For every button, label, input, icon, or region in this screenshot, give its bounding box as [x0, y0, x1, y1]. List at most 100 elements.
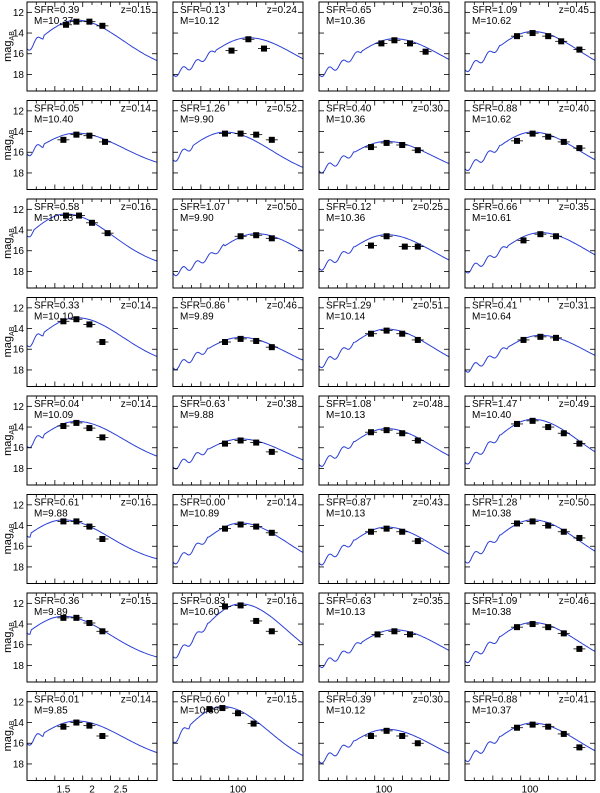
photometry-point	[514, 137, 520, 144]
photometry-point	[86, 321, 93, 328]
photometry-point	[529, 621, 536, 628]
sed-model-curve	[465, 31, 595, 73]
sed-model-curve	[319, 526, 449, 566]
photometry-point	[60, 614, 67, 621]
photometry-point	[99, 733, 106, 739]
mass-label: M=10.37	[472, 706, 512, 717]
photometry-point	[576, 645, 583, 652]
photometry-point	[104, 230, 111, 237]
y-tick-label: 14	[13, 324, 25, 335]
photometry-point	[253, 617, 260, 624]
photometry-point	[253, 439, 260, 446]
redshift-label: z=0.50	[559, 498, 590, 509]
sed-panel: SFR=0.00 z=0.14 M=10.89	[172, 494, 304, 584]
sfr-label: SFR=0.12	[326, 202, 372, 213]
y-axis-label: magAB	[2, 31, 16, 62]
sfr-label: SFR=1.28	[472, 498, 518, 509]
y-tick-label: 12	[13, 205, 25, 216]
photometry-point	[514, 724, 520, 731]
photometry-point	[222, 525, 228, 532]
photometry-point	[560, 138, 567, 145]
mass-label: M=10.36	[326, 115, 366, 126]
mass-label: M=9.90	[180, 115, 214, 126]
photometry-point	[383, 327, 390, 334]
sed-panel: 12 14 16 18 SFR=0.05 z=0.14 M=10.40 magAB	[2, 100, 158, 190]
sed-model-curve	[465, 334, 595, 373]
sfr-label: SFR=0.63	[326, 596, 372, 607]
photometry-point	[520, 237, 527, 244]
redshift-label: z=0.36	[413, 5, 444, 16]
sed-panel: SFR=0.63 z=0.35 M=10.13	[318, 592, 450, 683]
y-axis-label: magAB	[2, 622, 16, 653]
y-axis-label-subscript: AB	[9, 425, 16, 435]
x-tick-label: 100	[522, 785, 539, 793]
sed-panel: SFR=0.12 z=0.25 M=10.36	[318, 198, 450, 289]
photometry-point	[560, 528, 567, 535]
photometry-point	[261, 45, 267, 52]
y-tick-label: 16	[13, 542, 25, 553]
sed-model-curve	[173, 706, 303, 757]
mass-label: M=10.61	[472, 213, 512, 224]
sed-model-curve	[319, 428, 449, 468]
mass-label: M=9.88	[180, 410, 214, 421]
photometry-point	[250, 720, 257, 727]
y-axis-label: magAB	[2, 425, 16, 456]
photometry-point	[576, 744, 583, 751]
mass-label: M=10.12	[180, 16, 220, 27]
photometry-point	[545, 133, 552, 140]
sed-panel: 12 14 16 18 SFR=0.58 z=0.16 M=10.13 magAB	[2, 198, 158, 289]
photometry-point	[86, 18, 93, 25]
sed-panel: SFR=0.39 z=0.30 M=10.12	[318, 691, 450, 781]
sed-panel: SFR=1.08 z=0.48 M=10.13	[318, 395, 450, 486]
y-tick-label: 12	[13, 8, 25, 19]
photometry-point	[514, 420, 520, 427]
photometry-point	[399, 528, 406, 535]
mass-label: M=10.40	[472, 410, 512, 421]
photometry-point	[545, 33, 552, 40]
sed-model-curve	[319, 38, 449, 78]
y-tick-label: 18	[13, 70, 25, 81]
photometry-point	[383, 525, 390, 532]
photometry-point	[414, 243, 421, 250]
y-tick-label: 14	[13, 620, 25, 631]
photometry-point	[86, 722, 93, 729]
y-tick-label: 18	[13, 759, 25, 770]
sed-model-curve	[173, 522, 303, 565]
sed-model-curve	[27, 420, 157, 457]
mass-label: M=10.36	[180, 706, 220, 717]
sfr-label: SFR=0.33	[34, 301, 80, 312]
redshift-label: z=0.52	[267, 104, 298, 115]
photometry-point	[253, 337, 260, 344]
photometry-point	[414, 147, 421, 154]
x-tick-label: 2.5	[114, 785, 128, 793]
photometry-point	[414, 437, 421, 444]
sfr-label: SFR=0.87	[326, 498, 372, 509]
redshift-label: z=0.16	[121, 202, 152, 213]
sed-panel: SFR=0.66 z=0.35 M=10.61	[464, 198, 596, 289]
photometry-point	[99, 22, 106, 29]
photometry-point	[60, 136, 67, 143]
photometry-point	[235, 710, 241, 717]
sed-panel: SFR=0.40 z=0.30 M=10.36	[318, 100, 450, 190]
photometry-point	[60, 318, 67, 325]
sed-model-curve	[319, 728, 449, 764]
photometry-point	[73, 131, 80, 138]
y-axis-label: magAB	[2, 228, 16, 259]
y-axis-label-subscript: AB	[9, 720, 16, 730]
sed-panel: 12 14 16 18 SFR=0.33 z=0.14 M=10.10 magAB	[2, 297, 158, 387]
photometry-point	[560, 730, 567, 737]
sed-panel: SFR=0.86 z=0.46 M=9.89	[172, 297, 304, 387]
y-tick-label: 16	[13, 739, 25, 750]
y-axis-label-subscript: AB	[9, 622, 16, 632]
photometry-point	[99, 536, 106, 542]
photometry-point	[102, 138, 108, 145]
mass-label: M=10.40	[34, 115, 74, 126]
sfr-label: SFR=0.65	[326, 5, 372, 16]
photometry-point	[73, 614, 80, 621]
photometry-point	[237, 335, 244, 342]
photometry-point	[576, 534, 583, 541]
y-tick-label: 14	[13, 718, 25, 729]
redshift-label: z=0.48	[413, 399, 444, 410]
photometry-point	[206, 706, 213, 713]
photometry-point	[237, 437, 244, 444]
